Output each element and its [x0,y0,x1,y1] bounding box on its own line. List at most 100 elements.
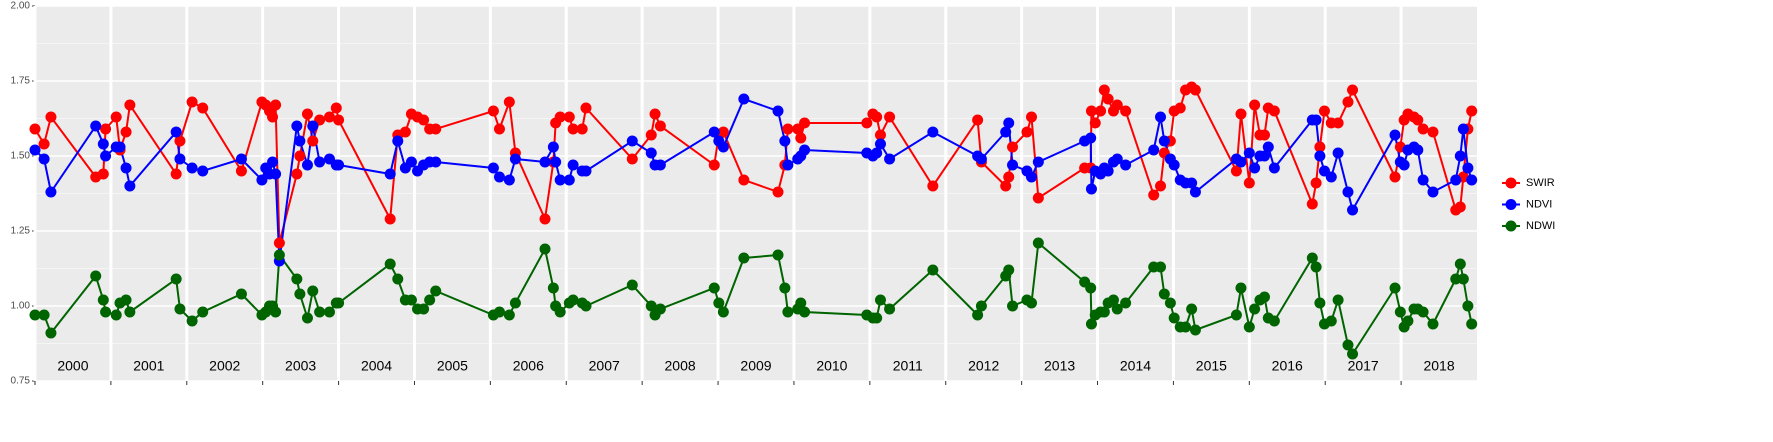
point [1249,303,1261,315]
point [1268,105,1280,117]
point [270,306,282,318]
year-label: 2000 [57,358,88,374]
legend-label: SWIR [1526,177,1555,189]
point [1148,189,1160,201]
point [927,126,939,138]
point [1189,84,1201,96]
point [1168,159,1180,171]
point [1466,318,1478,330]
point [97,168,109,180]
point [1235,282,1247,294]
point [1417,306,1429,318]
point [645,129,657,141]
point [1466,174,1478,186]
point [1412,114,1424,126]
point [430,156,442,168]
point [1243,321,1255,333]
point [1007,300,1019,312]
point [314,306,326,318]
point [29,309,41,321]
point [871,147,883,159]
point [1262,141,1274,153]
point [197,306,209,318]
point [1466,105,1478,117]
point [1235,108,1247,120]
point [539,243,551,255]
point [430,285,442,297]
point [503,96,515,108]
point [186,315,198,327]
year-label: 2010 [816,358,847,374]
point [270,99,282,111]
point [1025,111,1037,123]
point [174,135,186,147]
point [314,156,326,168]
point [547,141,559,153]
legend-key-point [1505,199,1517,210]
point [323,306,335,318]
point [1394,306,1406,318]
point [1235,156,1247,168]
point [29,123,41,135]
point [708,126,720,138]
year-label: 2008 [665,358,696,374]
point [563,111,575,123]
point [307,135,319,147]
point [1417,123,1429,135]
legend-key-point [1505,177,1517,189]
point [186,162,198,174]
point [1186,303,1198,315]
point [1155,180,1167,192]
point [1000,126,1012,138]
point [1450,174,1462,186]
year-label: 2001 [133,358,164,374]
year-label: 2009 [740,358,771,374]
point [1180,321,1192,333]
point [1342,339,1354,351]
point [871,111,883,123]
point [645,300,657,312]
point [273,237,285,249]
point [256,174,268,186]
point [1111,303,1123,315]
point [1258,150,1270,162]
point [713,297,725,309]
point [795,297,807,309]
point [1111,153,1123,165]
point [493,306,505,318]
point [567,294,579,306]
point [170,126,182,138]
point [539,156,551,168]
point [1111,99,1123,111]
year-label: 2011 [893,358,923,374]
point [1098,84,1110,96]
point [1389,129,1401,141]
point [1089,117,1101,129]
year-label: 2015 [1196,358,1227,374]
point [235,288,247,300]
point [874,129,886,141]
point [927,264,939,276]
point [270,168,282,180]
point [1230,309,1242,321]
point [333,114,345,126]
y-tick-label: 1.00 [11,301,31,312]
point [1457,123,1469,135]
point [186,96,198,108]
y-tick-label: 2.00 [11,1,31,12]
point [1332,117,1344,129]
point [1164,297,1176,309]
point [197,102,209,114]
point [418,114,430,126]
point [626,153,638,165]
point [1462,162,1474,174]
year-label: 2017 [1348,358,1379,374]
point [509,297,521,309]
point [1325,171,1337,183]
point [120,294,132,306]
point [1120,159,1132,171]
point [1032,237,1044,249]
point [772,249,784,261]
point [1230,165,1242,177]
